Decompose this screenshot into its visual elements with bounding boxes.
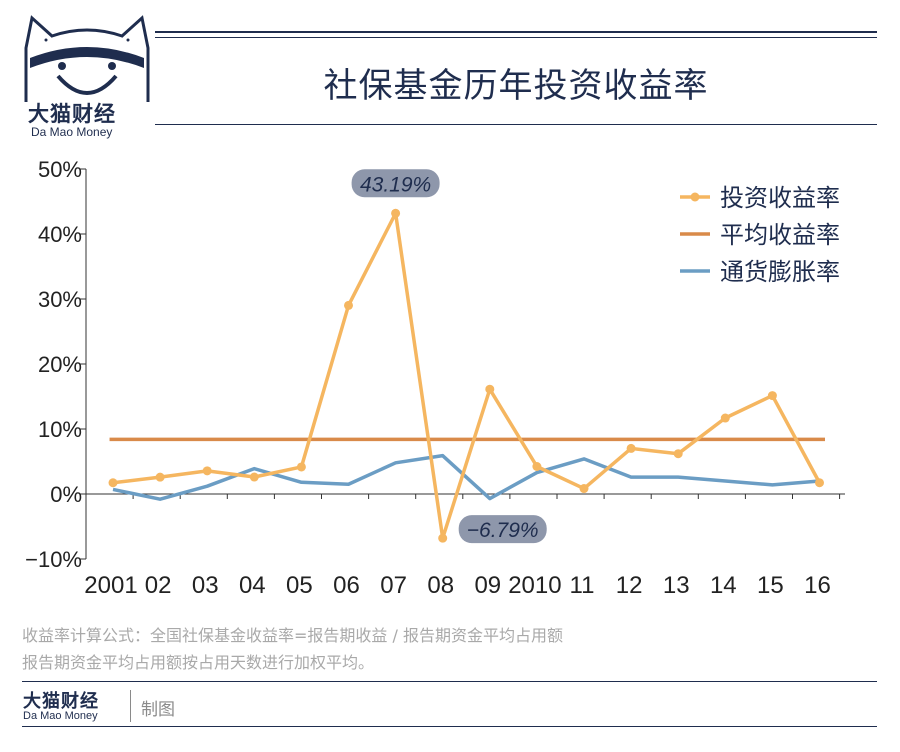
x-tick-label: 06 [333, 572, 360, 599]
y-tick-label: 40% [38, 222, 82, 247]
footer-made-label: 制图 [141, 700, 175, 720]
x-tick-label: 15 [757, 572, 784, 599]
series-line-1 [112, 211, 822, 540]
x-tick-label: 03 [192, 572, 219, 599]
footer-brand: 大猫财经 [23, 691, 99, 712]
brand-name-en: Da Mao Money [31, 125, 113, 139]
data-point [344, 300, 353, 310]
cat-smile [56, 74, 118, 95]
data-point [438, 533, 448, 543]
y-tick-label: 30% [38, 287, 82, 312]
x-tick-label: 11 [570, 572, 595, 599]
y-tick-label: 0% [50, 482, 82, 507]
cat-eye-left [58, 62, 66, 70]
data-point [673, 449, 683, 459]
formula-note: 收益率计算公式：全国社保基金收益率=报告期收益 / 报告期资金平均占用额 报告期… [22, 622, 563, 676]
x-tick-label: 14 [710, 572, 737, 599]
cat-eye-right [108, 62, 116, 70]
chart-title: 社保基金历年投资收益率 [323, 66, 709, 106]
data-point [391, 208, 401, 218]
y-tick-label: −10% [25, 547, 82, 572]
data-point [579, 484, 589, 494]
data-point [202, 466, 212, 476]
header-rule-mid [155, 37, 877, 38]
formula-line-2: 报告期资金平均占用额按占用天数进行加权平均。 [22, 653, 375, 672]
x-tick-label: 12 [616, 572, 643, 599]
footer-rule-bottom [22, 726, 877, 727]
legend-label: 通货膨胀率 [720, 258, 840, 286]
formula-line-1: 收益率计算公式：全国社保基金收益率=报告期收益 / 报告期资金平均占用额 [22, 626, 563, 645]
callout-label: 43.19% [360, 173, 431, 196]
data-point [767, 391, 777, 401]
callout-label: −6.79% [467, 519, 539, 542]
legend-marker [690, 192, 700, 202]
y-tick-label: 10% [38, 417, 82, 442]
x-tick-label: 08 [427, 572, 454, 599]
x-tick-label: 13 [663, 572, 690, 599]
cat-head-band [30, 47, 144, 68]
line-chart: 50% 40% 30% 20% 10% 0% −10%2001 02 03 04 05 06 07 08 0… [25, 157, 845, 599]
y-tick-label: 50% [38, 157, 82, 182]
callout-badge [351, 169, 440, 198]
x-tick-label: 07 [380, 572, 407, 599]
callout-badge [458, 515, 547, 544]
brand-name: 大猫财经 [28, 102, 116, 126]
x-tick-label: 02 [145, 572, 172, 599]
legend-label: 平均收益率 [720, 221, 840, 249]
cat-head-outline [24, 15, 150, 102]
header-rule-top [155, 31, 877, 33]
data-point [155, 472, 165, 482]
data-point [532, 462, 542, 472]
footer-divider [130, 690, 131, 722]
x-tick-label: 09 [474, 572, 501, 599]
x-tick-label: 2010 [508, 572, 561, 599]
data-point [720, 413, 730, 423]
data-point [626, 443, 636, 453]
x-tick-label: 16 [804, 572, 831, 599]
legend-label: 投资收益率 [720, 184, 840, 212]
footer-rule-top [22, 681, 877, 682]
header-rule-bottom [155, 124, 877, 125]
data-point [249, 472, 259, 482]
footer-brand-en: Da Mao Money [23, 710, 98, 722]
x-tick-label: 2001 [84, 572, 137, 599]
data-point [815, 478, 824, 488]
y-tick-label: 20% [38, 352, 82, 377]
x-tick-label: 05 [286, 572, 313, 599]
brand-logo [24, 15, 150, 102]
data-point [485, 384, 495, 394]
x-tick-label: 04 [239, 572, 266, 599]
data-point [296, 462, 306, 472]
data-point [108, 478, 118, 488]
series-line-3 [112, 453, 820, 501]
